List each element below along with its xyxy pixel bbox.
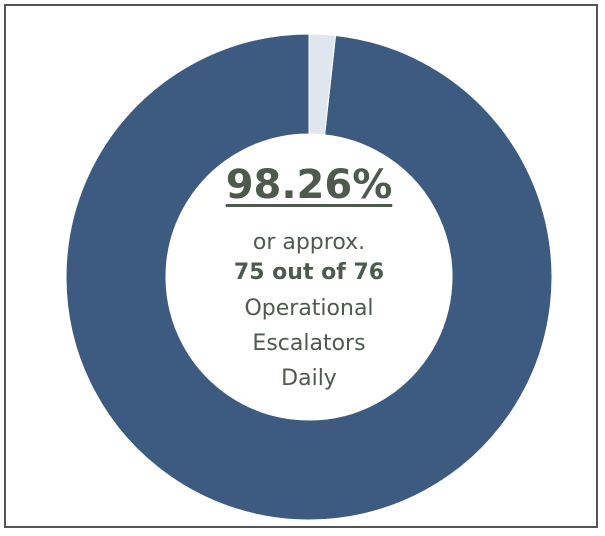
donut-slice-operational [65,33,553,521]
donut-slice-remaining [308,33,337,136]
